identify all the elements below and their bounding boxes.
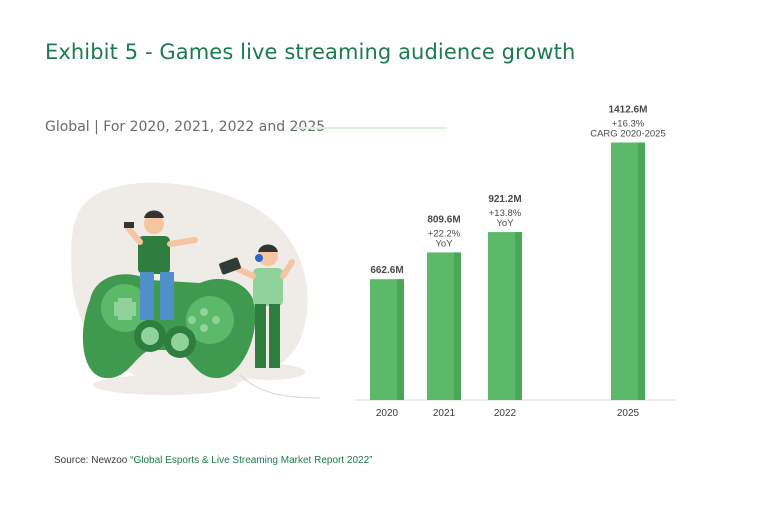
growth-basis-2021: YoY [435, 238, 453, 249]
x-tick-2025: 2025 [617, 408, 640, 419]
growth-basis-2022: YoY [496, 218, 514, 229]
page-title: Exhibit 5 - Games live streaming audienc… [45, 40, 576, 64]
value-label-2020: 662.6M [370, 265, 403, 276]
growth-pct-2025: +16.3% [612, 118, 645, 129]
bar-shade-2021 [454, 252, 461, 400]
value-label-2021: 809.6M [427, 214, 460, 225]
subtitle-divider [295, 127, 447, 129]
x-tick-2022: 2022 [494, 408, 517, 419]
x-tick-2020: 2020 [376, 408, 399, 419]
page-subtitle: Global | For 2020, 2021, 2022 and 2025 [45, 119, 326, 135]
growth-basis-2025: CARG 2020-2025 [590, 128, 666, 139]
growth-pct-2022: +13.8% [489, 208, 522, 219]
bar-shade-2022 [515, 232, 522, 400]
source-note: Source: Newzoo “Global Esports & Live St… [54, 455, 373, 466]
bar-shade-2020 [397, 279, 404, 400]
source-report-title: “Global Esports & Live Streaming Market … [130, 455, 373, 466]
bar-shade-2025 [638, 142, 645, 400]
growth-pct-2021: +22.2% [428, 228, 461, 239]
value-label-2025: 1412.6M [609, 104, 648, 115]
source-prefix: Source: Newzoo [54, 455, 131, 466]
gamer-illustration [71, 182, 321, 399]
x-tick-2021: 2021 [433, 408, 456, 419]
value-label-2022: 921.2M [488, 194, 521, 205]
